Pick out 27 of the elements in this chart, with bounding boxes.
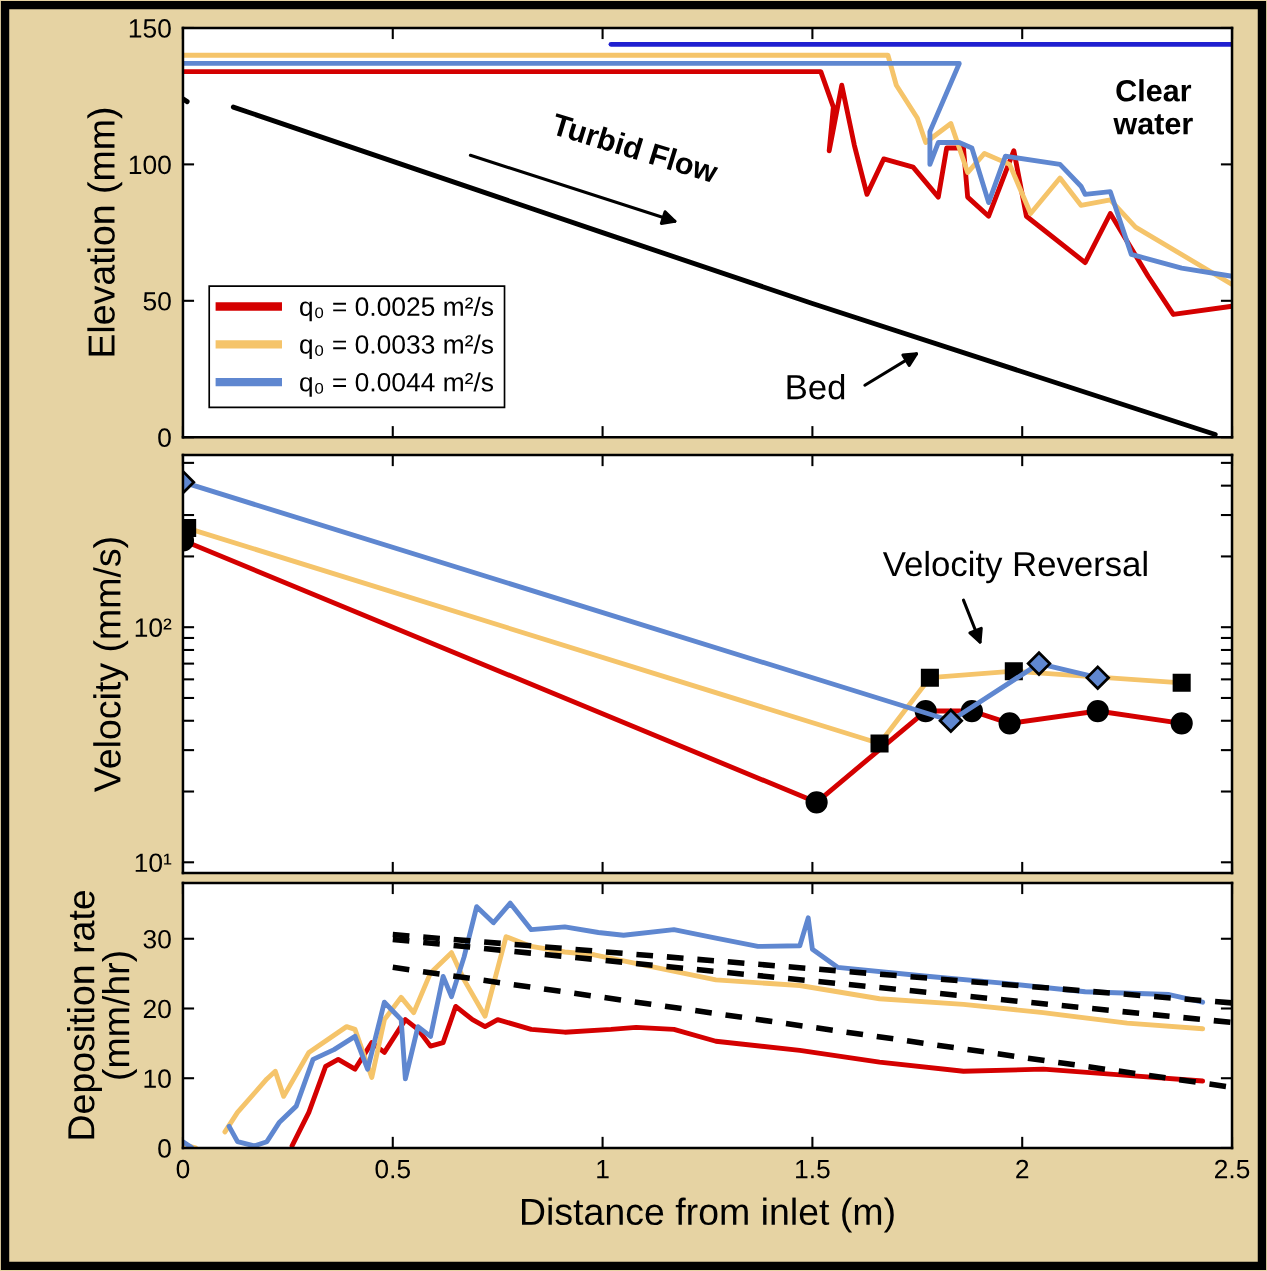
- y-tick-label: 10²: [135, 618, 172, 638]
- y-tick-label: 0: [158, 428, 171, 448]
- legend-label: q₀ = 0.0033 m²/s: [300, 334, 494, 360]
- legend-label: q₀ = 0.0044 m²/s: [300, 372, 494, 397]
- y-tick-label: 100: [129, 155, 171, 175]
- y-tick-label: 50: [143, 291, 171, 311]
- y-axis-title: Velocity (mm/s): [93, 538, 129, 793]
- x-tick-label: 0: [176, 1159, 190, 1179]
- y-tick-label: 10: [144, 1069, 171, 1089]
- x-tick-label: 1.5: [796, 1160, 830, 1179]
- x-axis-title: Distance from inlet (m): [522, 1197, 894, 1233]
- x-tick-label: 0.5: [375, 1159, 411, 1179]
- x-tick-label: 2.5: [1215, 1159, 1250, 1179]
- y-tick-label: 10¹: [135, 853, 172, 873]
- x-tick-label: 2: [1016, 1159, 1029, 1179]
- y-axis-title: Deposition rate (mm/hr): [67, 891, 137, 1139]
- x-tick-label: 1: [597, 1160, 609, 1179]
- annotation: Velocity Reversal: [882, 550, 1147, 584]
- annotation: Clear water: [1113, 79, 1193, 135]
- annotation: Bed: [787, 373, 845, 400]
- y-tick-label: 30: [143, 929, 171, 949]
- y-tick-label: 0: [158, 1139, 171, 1158]
- y-tick-label: 150: [129, 19, 171, 38]
- annotation: Turbid Flow: [550, 112, 720, 184]
- y-axis-title: Elevation (mm): [87, 108, 123, 356]
- legend-label: q₀ = 0.0025 m²/s: [300, 296, 494, 322]
- y-tick-label: 20: [143, 999, 171, 1019]
